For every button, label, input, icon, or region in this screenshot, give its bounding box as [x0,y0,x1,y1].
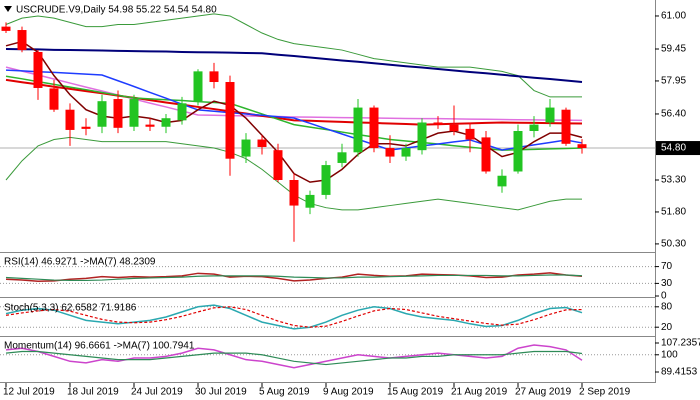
candle-body [577,144,587,149]
candle-body [385,148,395,157]
candle-body [561,109,571,144]
y-tick-label: 57.95 [661,76,686,87]
candle-body [545,107,555,123]
candle-body [129,99,139,127]
candle-body [353,107,363,153]
indicator-line [5,274,583,282]
y-tick-label: 20 [661,322,673,333]
candle-body [497,175,507,187]
candle-body [481,137,491,172]
candle-body [257,139,267,147]
indicator-line [5,66,583,122]
menu-triangle[interactable] [4,6,12,12]
y-tick-label: 56.40 [661,109,686,120]
candle-body [513,131,523,172]
candle-body [289,180,299,206]
chart-title: USCRUDE.V9,Daily 54.98 55.22 54.54 54.80 [16,5,217,16]
candle-body [417,122,427,151]
candle-body [529,124,539,132]
candle-body [337,152,347,163]
indicator-line [5,350,583,366]
indicator-line [5,306,583,328]
candle-body [97,101,107,127]
indicator-line [5,344,583,369]
x-tick-label: 18 Jul 2019 [67,387,119,398]
y-tick-label: 89.4153 [661,367,698,378]
candle-body [81,126,91,129]
x-tick-label: 2 Sep 2019 [579,387,631,398]
x-tick-label: 12 Jul 2019 [3,387,55,398]
candle-body [401,148,411,157]
x-tick-label: 15 Aug 2019 [387,387,444,398]
candle-body [433,122,443,125]
candle-body [177,103,187,121]
indicator-line [5,272,583,283]
y-tick-label: 0 [661,291,667,302]
candle-body [449,124,459,132]
indicator-line [5,47,583,84]
indicator-line [5,78,583,126]
y-tick-label: 50.30 [661,239,686,250]
pane-title: Momentum(14) 96.6661 ->MA(7) 100.7941 [4,341,195,352]
last-price-label: 54.80 [661,143,686,154]
x-tick-label: 24 Jul 2019 [131,387,183,398]
candle-body [321,165,331,195]
candle-body [33,51,43,88]
candle-body [145,124,155,127]
y-tick-label: 59.45 [661,44,686,55]
candle-body [161,118,171,127]
candle-body [49,88,59,110]
candle-body [465,128,475,140]
y-tick-label: 53.30 [661,175,686,186]
y-tick-label: 107.2357 [661,338,700,349]
candle-body [209,71,219,83]
candle-body [305,194,315,208]
candle-body [17,30,27,51]
x-tick-label: 9 Aug 2019 [323,387,374,398]
x-tick-label: 27 Aug 2019 [515,387,572,398]
y-tick-label: 80 [661,301,673,312]
y-tick-label: 70 [661,261,673,272]
x-tick-label: 5 Aug 2019 [259,387,310,398]
candle-body [193,71,203,102]
candle-body [273,150,283,180]
pane-title: RSI(14) 46.9271 ->MA(7) 48.2309 [4,257,156,268]
y-tick-label: 30 [661,278,673,289]
y-tick-label: 61.00 [661,11,686,22]
candle-body [225,82,235,159]
indicator-line [5,304,583,330]
last-price-box [656,141,700,156]
pane-title: Stoch(5,3,3) 62.6582 71.9186 [4,303,137,314]
x-tick-label: 30 Jul 2019 [195,387,247,398]
candle-body [369,107,379,149]
y-tick-label: 51.80 [661,207,686,218]
candle-body [1,26,11,31]
candle-body [65,109,75,130]
candle-body [241,139,251,157]
indicator-line [5,13,582,98]
candle-body [113,99,123,128]
y-tick-label: 100 [661,349,678,360]
x-tick-label: 21 Aug 2019 [451,387,508,398]
